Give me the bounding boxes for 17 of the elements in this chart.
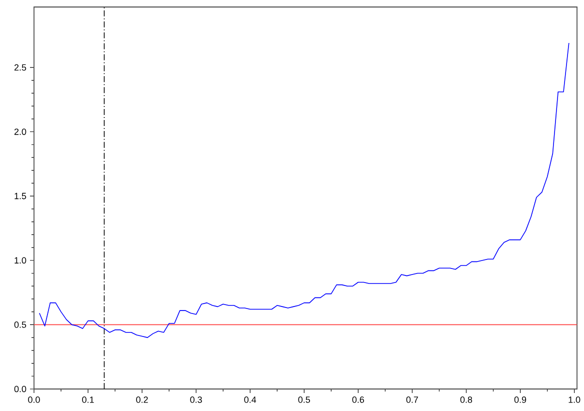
y-tick-label: 2.5: [14, 64, 26, 71]
x-tick-label: 0.1: [82, 396, 94, 403]
y-tick-label: 0.0: [14, 386, 26, 392]
x-tick-label: 0.8: [460, 396, 472, 403]
x-tick-label: 0.3: [190, 396, 202, 403]
x-tick-label: 1.0: [568, 396, 580, 403]
x-tick-label: 0.4: [244, 396, 256, 403]
x-tick-label: 0.6: [352, 396, 364, 403]
x-tick-label: 0.7: [406, 396, 418, 403]
x-tick-label: 0.0: [28, 396, 40, 403]
x-tick-label: 0.9: [514, 396, 526, 403]
y-tick-label: 1.0: [14, 257, 26, 264]
y-tick-label: 2.0: [14, 128, 26, 135]
x-tick-label: 0.2: [136, 396, 148, 403]
x-tick-label: 0.5: [298, 396, 310, 403]
y-tick-label: 1.5: [14, 192, 26, 200]
y-tick-label: 0.5: [14, 322, 26, 328]
